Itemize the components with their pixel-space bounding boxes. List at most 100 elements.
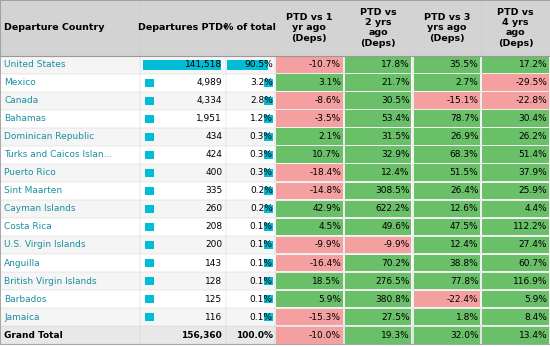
Bar xyxy=(145,205,153,213)
Text: 100.0%: 100.0% xyxy=(236,331,273,340)
Text: 143: 143 xyxy=(205,259,222,268)
Bar xyxy=(276,237,343,253)
Bar xyxy=(482,110,549,127)
Bar xyxy=(414,255,480,271)
Bar xyxy=(482,309,549,325)
Text: 8.4%: 8.4% xyxy=(524,313,547,322)
Bar xyxy=(0,182,550,200)
Text: 25.9%: 25.9% xyxy=(519,186,547,195)
Text: 260: 260 xyxy=(205,204,222,213)
Text: 128: 128 xyxy=(205,277,222,286)
Text: 35.5%: 35.5% xyxy=(450,60,478,69)
Bar xyxy=(414,327,480,344)
Text: Canada: Canada xyxy=(4,96,38,105)
Text: Departures PTD▾: Departures PTD▾ xyxy=(138,23,228,32)
Text: 42.9%: 42.9% xyxy=(312,204,341,213)
Bar xyxy=(345,183,411,199)
Bar xyxy=(264,259,273,267)
Text: 32.0%: 32.0% xyxy=(450,331,478,340)
Bar xyxy=(0,146,550,164)
Text: 622.2%: 622.2% xyxy=(376,204,410,213)
Text: 17.2%: 17.2% xyxy=(519,60,547,69)
Text: 51.5%: 51.5% xyxy=(450,168,478,177)
Text: 125: 125 xyxy=(205,295,222,304)
Text: -18.4%: -18.4% xyxy=(309,168,341,177)
Bar xyxy=(276,128,343,145)
Text: Sint Maarten: Sint Maarten xyxy=(4,186,63,195)
Bar xyxy=(345,92,411,109)
Bar xyxy=(0,56,550,74)
Bar xyxy=(414,237,480,253)
Text: -8.6%: -8.6% xyxy=(315,96,341,105)
Text: -29.5%: -29.5% xyxy=(515,78,547,87)
Text: 0.1%: 0.1% xyxy=(250,259,273,268)
Bar xyxy=(482,201,549,217)
Bar xyxy=(276,74,343,91)
Text: 31.5%: 31.5% xyxy=(381,132,410,141)
Text: 5.9%: 5.9% xyxy=(524,295,547,304)
Bar xyxy=(145,187,153,195)
Bar xyxy=(145,313,153,321)
Bar xyxy=(264,277,273,285)
Text: U.S. Virgin Islands: U.S. Virgin Islands xyxy=(4,240,86,249)
Bar xyxy=(345,255,411,271)
Bar xyxy=(145,115,153,123)
Bar xyxy=(482,74,549,91)
Text: 0.2%: 0.2% xyxy=(250,186,273,195)
Text: Anguilla: Anguilla xyxy=(4,259,41,268)
Text: 2.7%: 2.7% xyxy=(455,78,478,87)
Text: -9.9%: -9.9% xyxy=(315,240,341,249)
Bar xyxy=(345,110,411,127)
Bar xyxy=(482,237,549,253)
Text: 1.2%: 1.2% xyxy=(250,114,273,123)
Bar xyxy=(482,56,549,73)
Bar xyxy=(145,169,153,177)
Bar xyxy=(264,187,273,195)
Text: Dominican Republic: Dominican Republic xyxy=(4,132,95,141)
Bar xyxy=(414,273,480,289)
Bar xyxy=(145,241,153,249)
Text: 70.2%: 70.2% xyxy=(381,259,410,268)
Text: 32.9%: 32.9% xyxy=(381,150,410,159)
Bar xyxy=(414,201,480,217)
Bar xyxy=(264,133,273,141)
Text: 0.3%: 0.3% xyxy=(250,168,273,177)
Text: 156,360: 156,360 xyxy=(182,331,222,340)
Text: 30.5%: 30.5% xyxy=(381,96,410,105)
Bar xyxy=(264,295,273,303)
Text: 27.4%: 27.4% xyxy=(519,240,547,249)
Bar xyxy=(0,200,550,218)
Bar xyxy=(264,169,273,177)
Text: -10.0%: -10.0% xyxy=(309,331,341,340)
Text: % of total: % of total xyxy=(224,23,276,32)
Text: 276.5%: 276.5% xyxy=(375,277,410,286)
Text: 77.8%: 77.8% xyxy=(450,277,478,286)
Bar xyxy=(482,291,549,307)
Text: 49.6%: 49.6% xyxy=(381,222,410,231)
Bar xyxy=(276,110,343,127)
Bar xyxy=(276,164,343,181)
Bar xyxy=(0,272,550,290)
Bar xyxy=(264,241,273,249)
Text: 380.8%: 380.8% xyxy=(375,295,410,304)
Text: Jamaica: Jamaica xyxy=(4,313,40,322)
Bar xyxy=(145,133,153,141)
Bar xyxy=(345,273,411,289)
Text: 4.5%: 4.5% xyxy=(318,222,341,231)
Text: Departure Country: Departure Country xyxy=(4,23,105,32)
Bar xyxy=(345,327,411,344)
Bar xyxy=(482,255,549,271)
Bar xyxy=(276,183,343,199)
Bar xyxy=(345,219,411,235)
Bar xyxy=(276,56,343,73)
Text: 5.9%: 5.9% xyxy=(318,295,341,304)
Bar xyxy=(264,205,273,213)
Bar xyxy=(414,164,480,181)
Bar xyxy=(482,128,549,145)
Bar xyxy=(482,273,549,289)
Bar xyxy=(0,326,550,344)
Bar xyxy=(276,327,343,344)
Bar xyxy=(145,277,153,285)
Text: 68.3%: 68.3% xyxy=(450,150,478,159)
Text: Costa Rica: Costa Rica xyxy=(4,222,52,231)
